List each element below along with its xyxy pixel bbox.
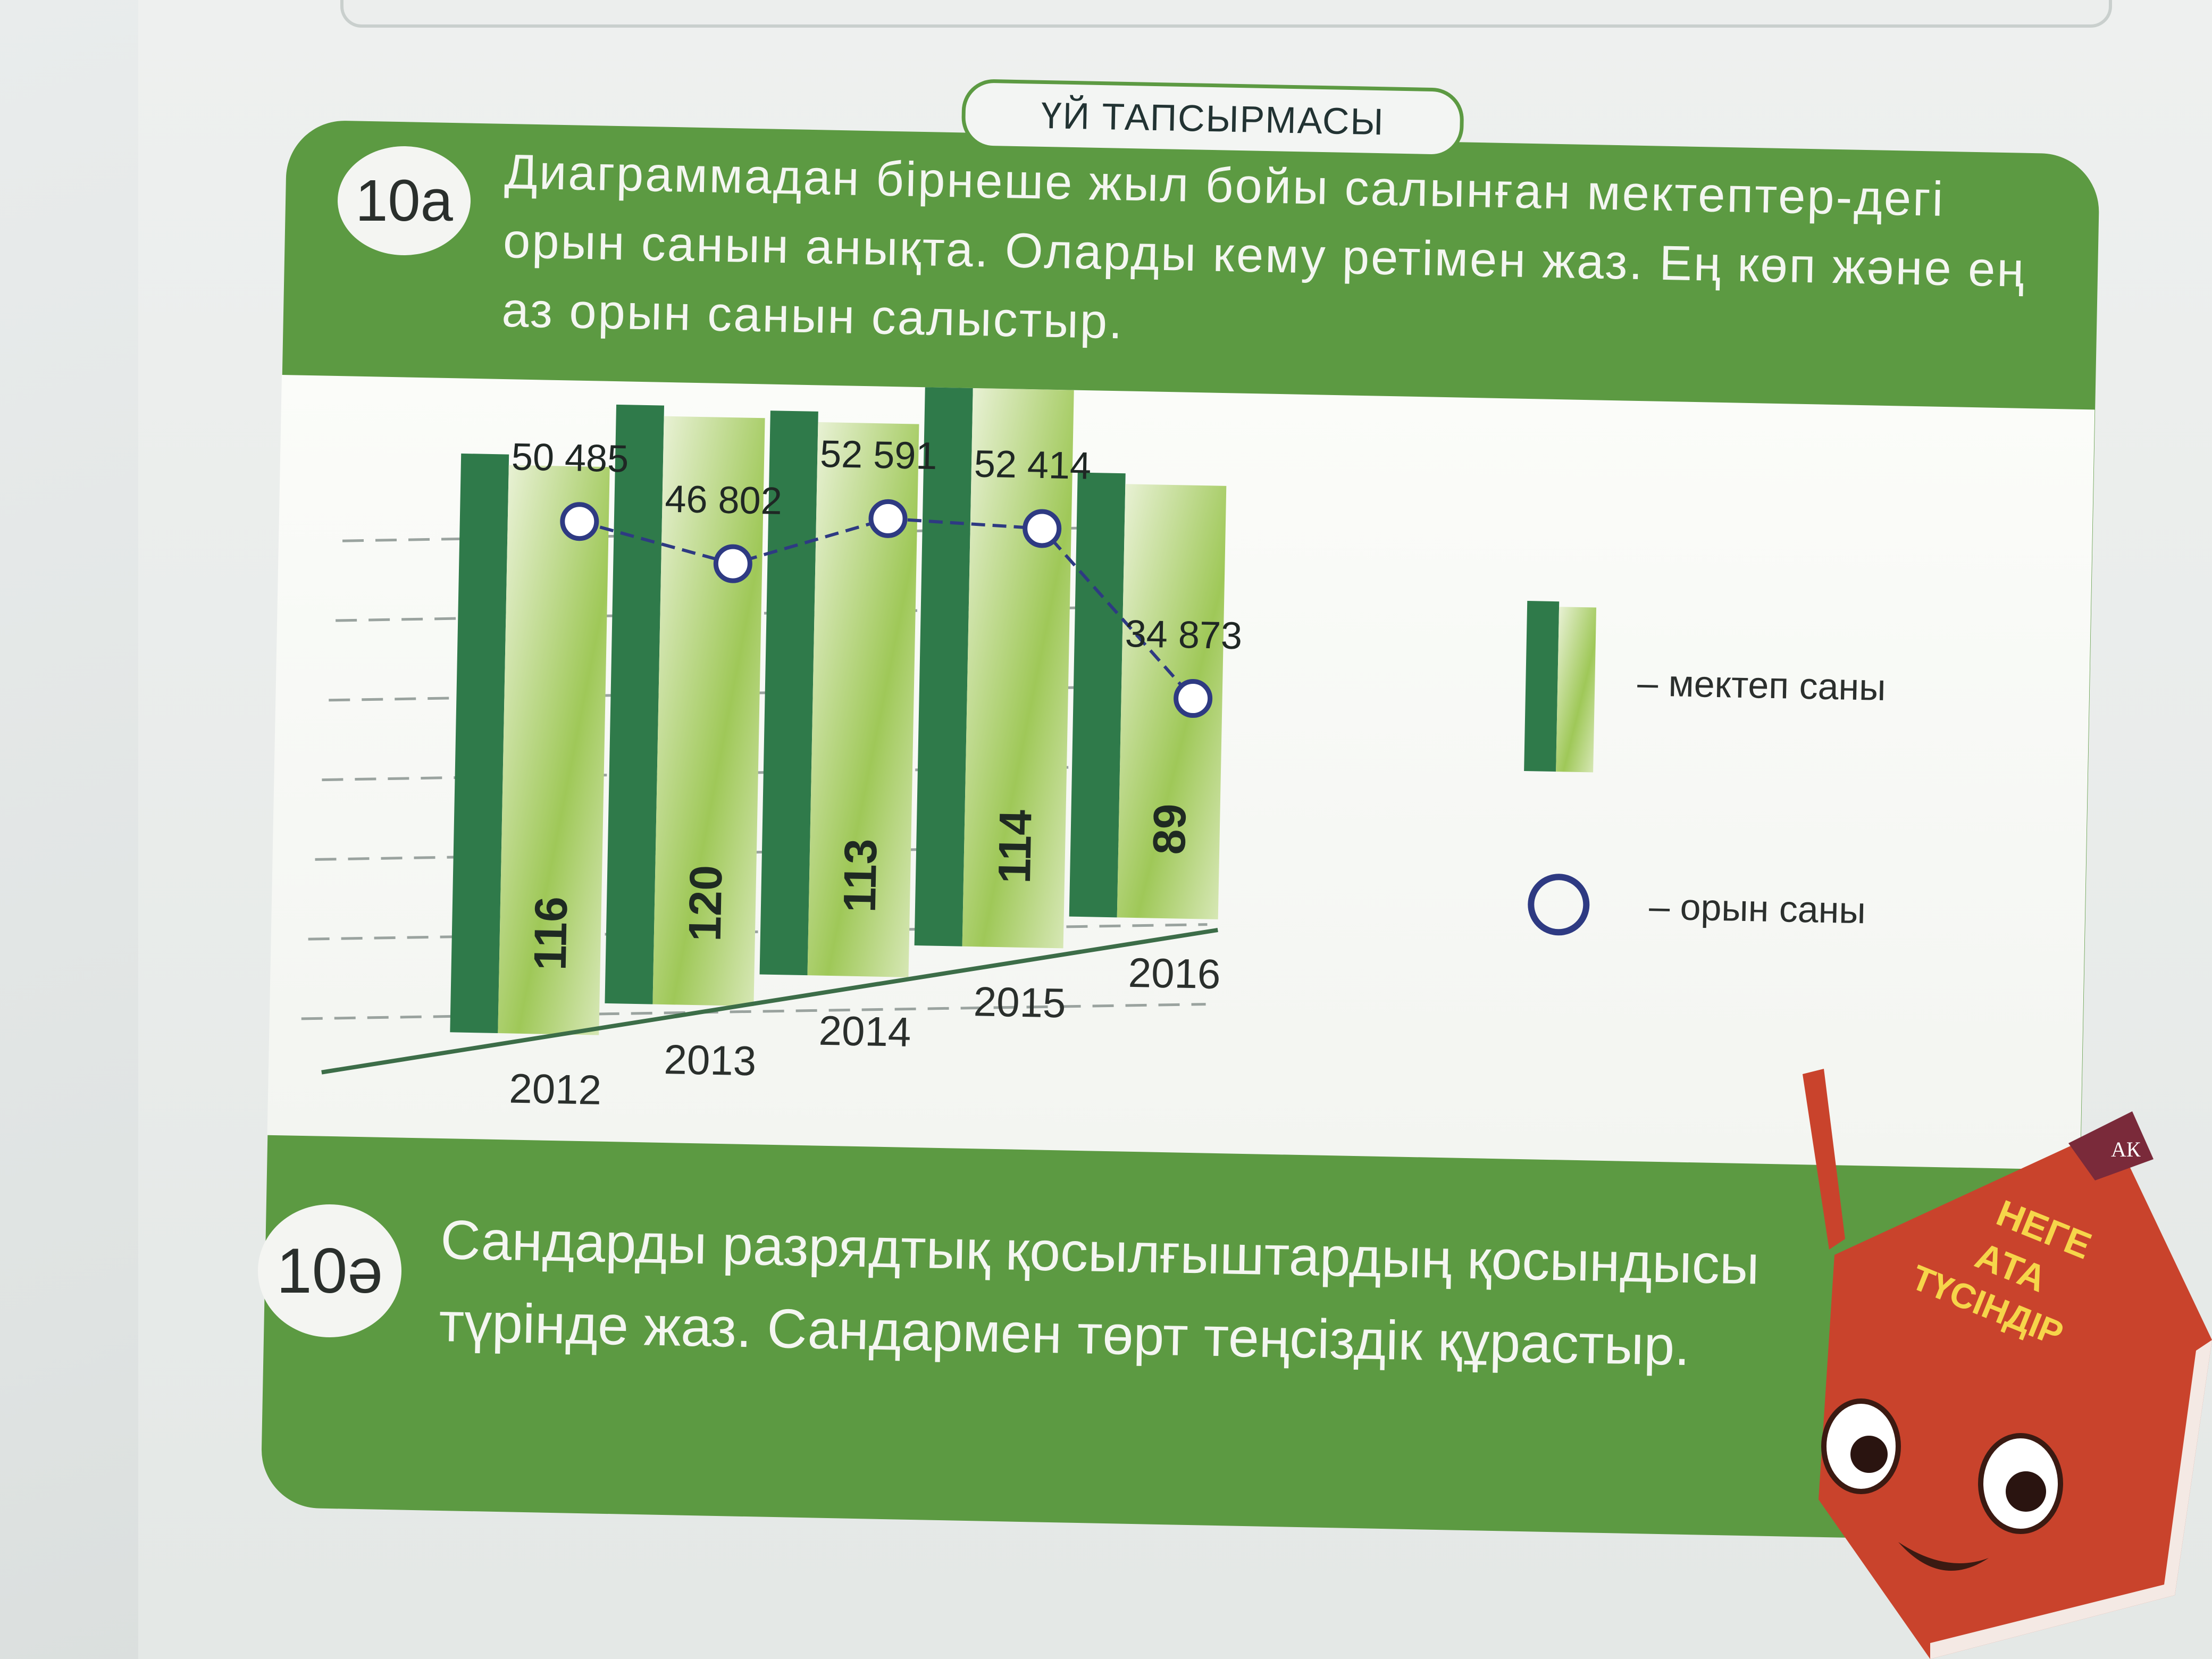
bar [498, 465, 610, 1035]
line-point [1023, 509, 1062, 548]
chart-svg: 116 2012 120 2013 113 2014 114 2015 89 2016 50 485… [301, 376, 1597, 1113]
mascot-logo-text: АК [2111, 1137, 2141, 1161]
line-value-label: 50 485 [511, 435, 629, 480]
bar-side [450, 453, 509, 1034]
x-tick-label: 2015 [973, 978, 1066, 1026]
line-value-label: 52 591 [819, 433, 937, 477]
baseline [321, 928, 1218, 1075]
chart-area: 116 2012 120 2013 113 2014 114 2015 89 2016 50 485… [267, 375, 2095, 1170]
bar [807, 422, 919, 977]
x-tick-label: 2012 [509, 1065, 602, 1113]
legend-bars-label: – мектеп саны [1637, 662, 1887, 709]
legend-bar-light [1556, 607, 1597, 773]
line-point [713, 544, 752, 583]
book-mascot: АК НЕГЕ АТА ТҮСІНДІР [1803, 1069, 2212, 1659]
x-tick-label: 2013 [664, 1036, 757, 1084]
mascot-mouth [1898, 1542, 1989, 1571]
bar-value-label: 89 [1144, 803, 1196, 855]
mascot-logo-tag [2068, 1111, 2154, 1180]
mascot-left-pupil [1850, 1436, 1888, 1473]
task-a-badge: 10а [338, 146, 471, 255]
previous-task-box [340, 0, 2112, 28]
line-point [1174, 679, 1213, 718]
bar-side [914, 376, 974, 946]
bar-value-label: 114 [989, 809, 1042, 884]
mascot-right-pupil [2006, 1471, 2046, 1512]
legend-circle [1528, 874, 1590, 936]
bar-value-label: 113 [834, 838, 887, 913]
x-tick-label: 2014 [818, 1007, 911, 1055]
line-point [868, 499, 908, 538]
homework-header-tab: ҮЙ ТАПСЫРМАСЫ [961, 79, 1464, 159]
line-value-label: 34 873 [1125, 613, 1243, 657]
bar-side [605, 404, 665, 1004]
line-point [560, 502, 599, 541]
bar-value-label: 116 [525, 896, 577, 971]
task-b-text: Сандарды разрядтық қосылғыштардың қосынд… [438, 1209, 1760, 1378]
bar-side [1069, 472, 1126, 918]
x-tick-label: 2016 [1128, 949, 1221, 998]
mascot-pointing-arm [1803, 1069, 1845, 1250]
line-value-label: 46 802 [665, 478, 783, 523]
mascot-book-cover [1819, 1127, 2212, 1659]
line-value-label: 52 414 [974, 443, 1092, 488]
legend-circles-label: – орын саны [1648, 885, 1866, 932]
bar [1117, 484, 1227, 919]
bar-value-label: 120 [680, 865, 732, 942]
task-a-text: Диаграммадан бірнеше жыл бойы салынған м… [501, 144, 2026, 349]
task-b-badge: 10ә [258, 1204, 401, 1337]
legend-bar-dark [1524, 601, 1560, 772]
book-mascot-figure: АК НЕГЕ АТА ТҮСІНДІР [1803, 1069, 2212, 1659]
